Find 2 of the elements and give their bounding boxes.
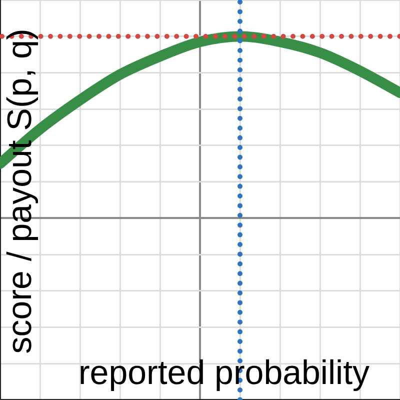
x-axis-title: reported probability: [78, 354, 370, 392]
y-axis-title: score / payout S(p, q): [1, 28, 39, 354]
